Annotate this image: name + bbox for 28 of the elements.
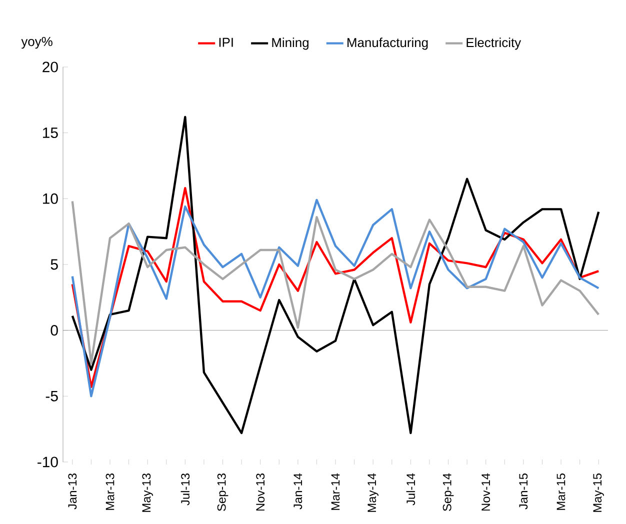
y-tick-label: 0 [50, 325, 58, 336]
x-tick-label: Nov-13 [256, 474, 265, 511]
x-tick-label: Jul-13 [180, 474, 190, 506]
y-tick-label: 15 [43, 128, 58, 138]
x-tick-label: Nov-14 [482, 473, 490, 511]
y-axis-title: yoy% [21, 36, 52, 49]
legend-label: Electricity [466, 38, 522, 50]
y-tick-label: 10 [43, 193, 58, 204]
x-tick-label: Jan-15 [519, 474, 528, 510]
legend-label: IPI [219, 38, 233, 47]
x-tick-label: Sep-14 [442, 473, 454, 512]
x-tick-label: May-14 [368, 473, 378, 512]
y-tick-label: -5 [46, 390, 58, 402]
x-tick-label: May-13 [142, 474, 153, 512]
x-tick-label: Jan-13 [68, 474, 77, 510]
legend-label: Mining [272, 38, 308, 50]
x-tick-label: May-15 [593, 474, 604, 512]
y-tick-label: -10 [38, 456, 58, 468]
x-tick-label: Sep-13 [217, 474, 228, 512]
y-tick-label: 5 [50, 259, 58, 270]
x-tick-label: Mar-15 [556, 474, 566, 510]
line-series [71, 116, 600, 434]
x-tick-label: Mar-14 [331, 473, 340, 510]
legend-label: Manufacturing [348, 38, 428, 50]
x-tick-label: Mar-13 [106, 474, 114, 510]
x-tick-label: Jan-14 [294, 473, 302, 510]
y-tick-label: 20 [42, 62, 58, 72]
x-tick-label: Jul-14 [406, 473, 416, 506]
